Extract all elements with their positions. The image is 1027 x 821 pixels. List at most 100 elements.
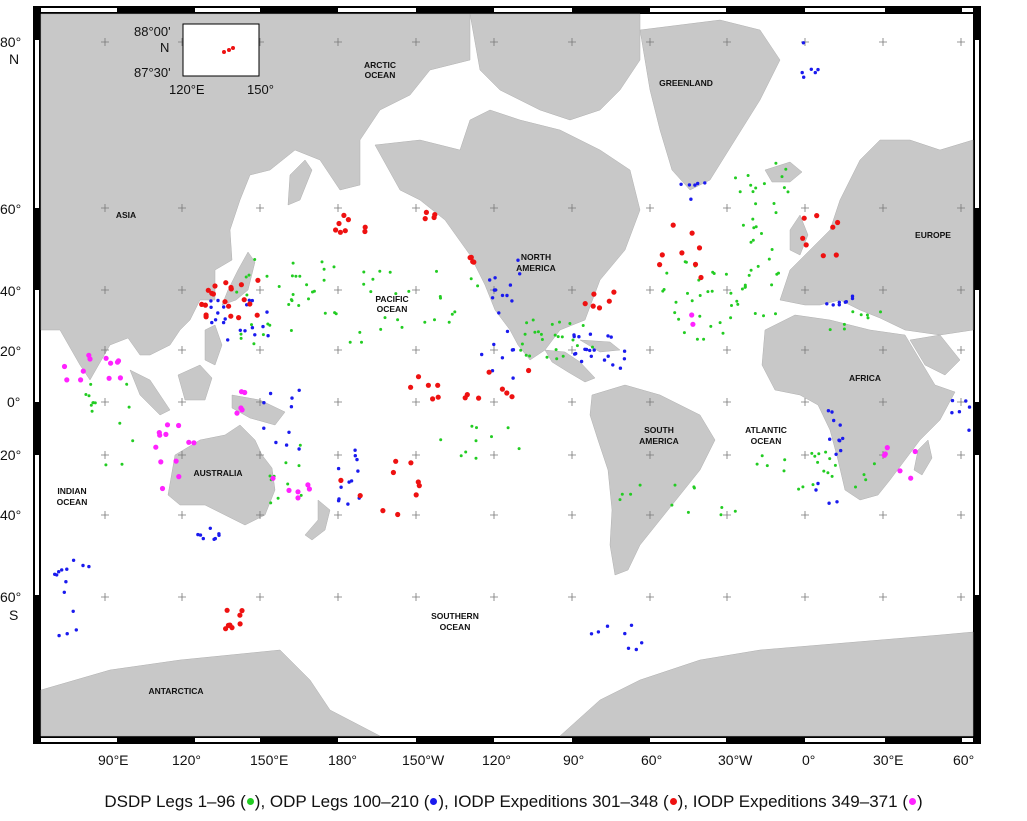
dsdp-site [811,483,815,487]
dsdp-site [269,501,273,505]
dsdp-site [747,273,751,277]
iodp1-site [430,396,436,402]
dsdp-site [753,312,757,315]
dsdp-site [464,450,468,454]
dsdp-site [553,333,557,337]
dsdp-site [323,311,327,315]
dsdp-site [752,226,756,230]
iodp1-site [236,315,242,321]
dsdp-site [519,348,523,352]
dsdp-site [754,202,758,206]
odp-site [65,632,69,636]
odp-site [65,567,69,571]
odp-site [290,396,294,400]
dsdp-site [261,333,265,337]
iodp1-site [833,252,839,258]
graticule-mark [256,346,264,354]
odp-site [196,532,200,537]
graticule-mark [646,511,654,519]
map-border-top [33,6,981,14]
odp-site [216,298,220,303]
dsdp-site [307,297,310,301]
dsdp-site [828,328,832,332]
graticule-mark [957,593,965,601]
odp-site [605,624,610,628]
odp-site [809,67,813,72]
odp-site [261,324,265,329]
odp-site [500,293,505,298]
dsdp-site [762,314,765,318]
dsdp-site [528,354,532,358]
dsdp-site [433,318,436,322]
dsdp-site [322,267,326,271]
dsdp-site [520,342,524,346]
graticule-mark [178,398,186,406]
iodp2-site [238,389,245,395]
legend-iodp2-label: IODP Expeditions 349–371 [692,792,898,811]
dsdp-site [686,291,689,295]
odp-site [814,488,818,492]
iodp2-site [884,445,890,451]
iodp1-site [203,314,209,320]
iodp2-site [690,321,696,327]
dsdp-site [490,435,493,439]
graticule-mark [879,398,887,406]
land-kamchatka [287,159,313,206]
land-borneo [177,364,213,401]
dsdp-site [682,331,686,335]
dsdp-site [629,492,633,496]
dsdp-site [710,289,714,293]
land-greenland [639,19,781,191]
odp-site [967,428,971,432]
dsdp-site [276,496,280,500]
inset-lat-bottom: 87°30' [134,65,171,80]
lat-label-60s-hemi: S [9,607,18,623]
dsdp-site [266,322,270,326]
odp-site [577,335,581,339]
dsdp-site [756,264,760,268]
label-atlantic: ATLANTIC OCEAN [745,425,787,446]
dsdp-site [252,342,256,346]
dsdp-site [851,310,855,314]
odp-site [71,609,75,613]
dsdp-site [862,473,866,477]
odp-site [589,354,593,358]
dsdp-site [866,316,870,320]
odp-site [800,70,804,75]
dsdp-site [289,329,293,332]
iodp1-site [689,230,695,236]
odp-site [262,426,266,430]
odp-site [518,272,522,276]
iodp1-site [390,469,396,476]
odp-site [208,526,212,530]
graticule-mark [334,204,342,212]
dsdp-site [673,311,677,315]
iodp1-site [803,242,809,248]
odp-site [696,181,700,186]
dsdp-site [865,313,869,317]
dsdp-site [84,393,88,396]
dsdp-site [810,451,814,455]
dsdp-site [469,277,473,281]
iodp1-site [237,612,243,618]
lat-label-40s: 40° [0,507,21,523]
dsdp-site [439,438,443,442]
legend-dsdp-dot [246,798,254,806]
odp-site [622,357,627,361]
graticule-mark [490,38,498,46]
lon-label-120e: 120° [172,752,201,768]
iodp1-site [333,227,339,233]
odp-site [492,288,497,292]
label-antarctica: ANTARCTICA [148,686,203,696]
iodp1-site [362,228,368,235]
graticule-mark [801,593,809,601]
dsdp-site [474,439,478,443]
lon-label-60e: 60° [953,752,974,768]
inset-map: 88°00' N 87°30' 120°E 150° [134,23,274,97]
iodp2-site [897,468,903,474]
dsdp-site [439,296,442,300]
graticule-mark [801,511,809,519]
graticule-mark [101,593,109,601]
dsdp-site [383,316,387,320]
land-asia [40,13,471,381]
